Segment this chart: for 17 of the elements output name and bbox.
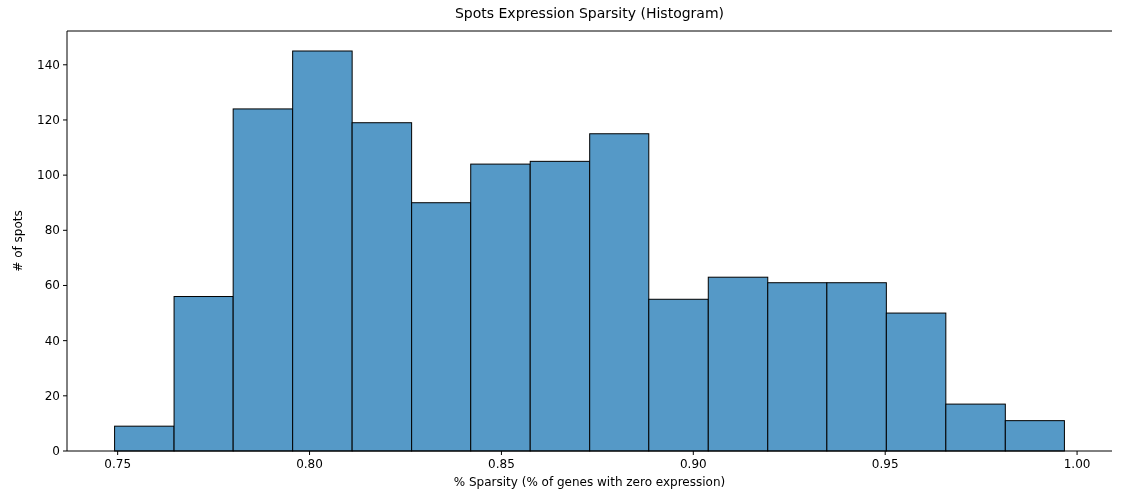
y-tick-label: 20 <box>44 388 60 403</box>
y-tick-label: 140 <box>37 57 60 72</box>
y-tick-label: 0 <box>52 444 60 458</box>
x-tick-label: 1.00 <box>1063 457 1091 471</box>
x-tick-label: 0.75 <box>104 457 132 471</box>
chart-title: Spots Expression Sparsity (Histogram) <box>454 5 725 21</box>
y-tick-label: 80 <box>44 223 60 238</box>
y-tick-label: 100 <box>37 168 60 183</box>
x-tick-label: 0.90 <box>679 457 707 471</box>
x-tick-label: 0.80 <box>296 457 323 471</box>
x-axis-title: % Sparsity (% of genes with zero expression) <box>453 475 726 489</box>
y-tick-label: 60 <box>44 278 60 293</box>
y-axis-title: # of spots <box>11 210 25 272</box>
y-tick-label: 40 <box>44 333 60 348</box>
x-tick-label: 0.95 <box>871 457 899 471</box>
x-tick-label: 0.85 <box>488 457 515 471</box>
y-tick-label: 120 <box>37 112 60 127</box>
